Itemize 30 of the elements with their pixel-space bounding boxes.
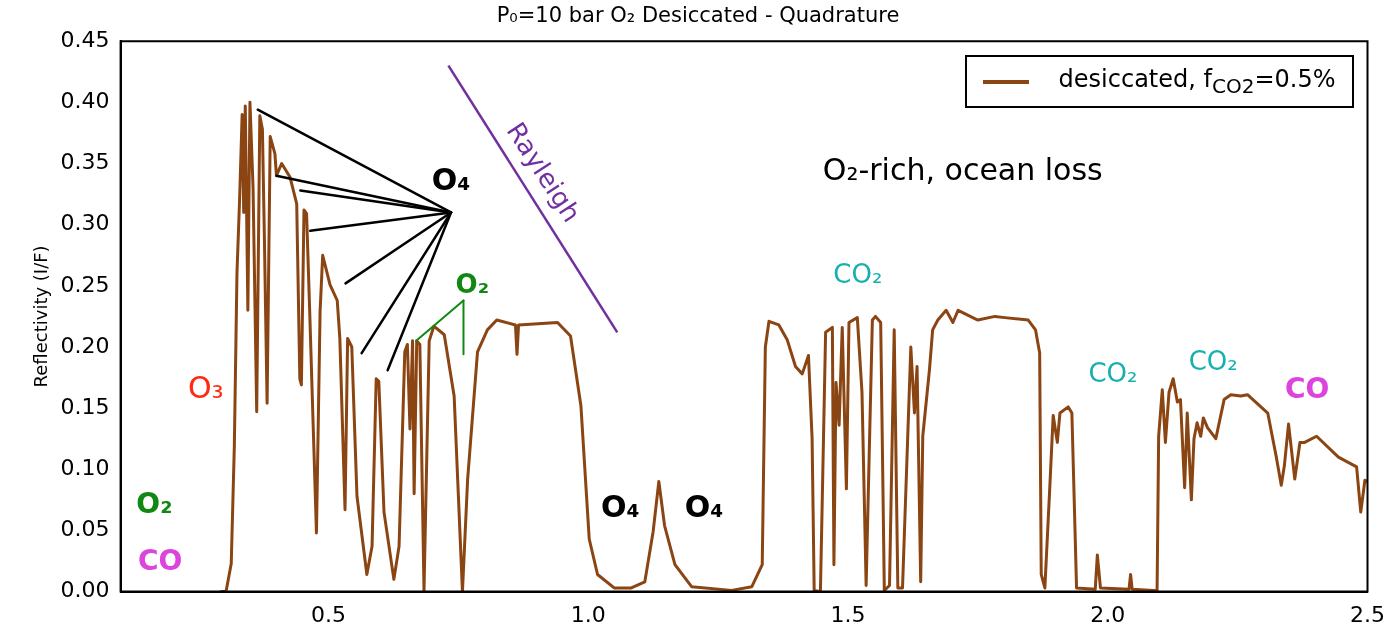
- annotation: CO: [137, 543, 183, 577]
- annotation: O₄: [684, 489, 724, 525]
- y-tick-label: 0.40: [60, 88, 110, 114]
- x-tick-label: 1.0: [570, 601, 606, 627]
- y-tick-label: 0.20: [60, 332, 110, 358]
- annotation: O₄: [431, 161, 471, 197]
- x-tick-label: 1.5: [830, 601, 866, 627]
- legend-label: desiccated, f$_{CO2}$=0.5%: [1058, 65, 1336, 98]
- y-axis-title: Reflectivity (I/F): [30, 245, 52, 388]
- annotation: CO₂: [1088, 357, 1138, 388]
- y-tick-label: 0.05: [60, 516, 110, 542]
- annotation: CO₂: [833, 258, 883, 289]
- y-tick-label: 0.25: [60, 271, 110, 297]
- annotation: O₂-rich, ocean loss: [822, 151, 1103, 187]
- annotation: O₂: [136, 487, 173, 521]
- annotation: CO: [1285, 372, 1330, 406]
- x-tick-label: 2.5: [1350, 601, 1386, 627]
- chart-title: P₀=10 bar O₂ Desiccated - Quadrature: [496, 3, 900, 28]
- x-tick-label: 0.5: [310, 601, 346, 627]
- y-tick-label: 0.45: [60, 26, 110, 52]
- y-tick-label: 0.10: [60, 455, 110, 481]
- y-tick-label: 0.15: [60, 393, 110, 419]
- x-tick-label: 2.0: [1090, 601, 1126, 627]
- annotation: CO₂: [1188, 345, 1238, 376]
- y-tick-label: 0.30: [60, 210, 110, 236]
- annotation: O₃: [187, 369, 224, 405]
- y-tick-label: 0.00: [60, 577, 110, 603]
- y-tick-label: 0.35: [60, 149, 110, 175]
- annotation: O₄: [601, 489, 640, 525]
- annotation: O₂: [455, 268, 490, 299]
